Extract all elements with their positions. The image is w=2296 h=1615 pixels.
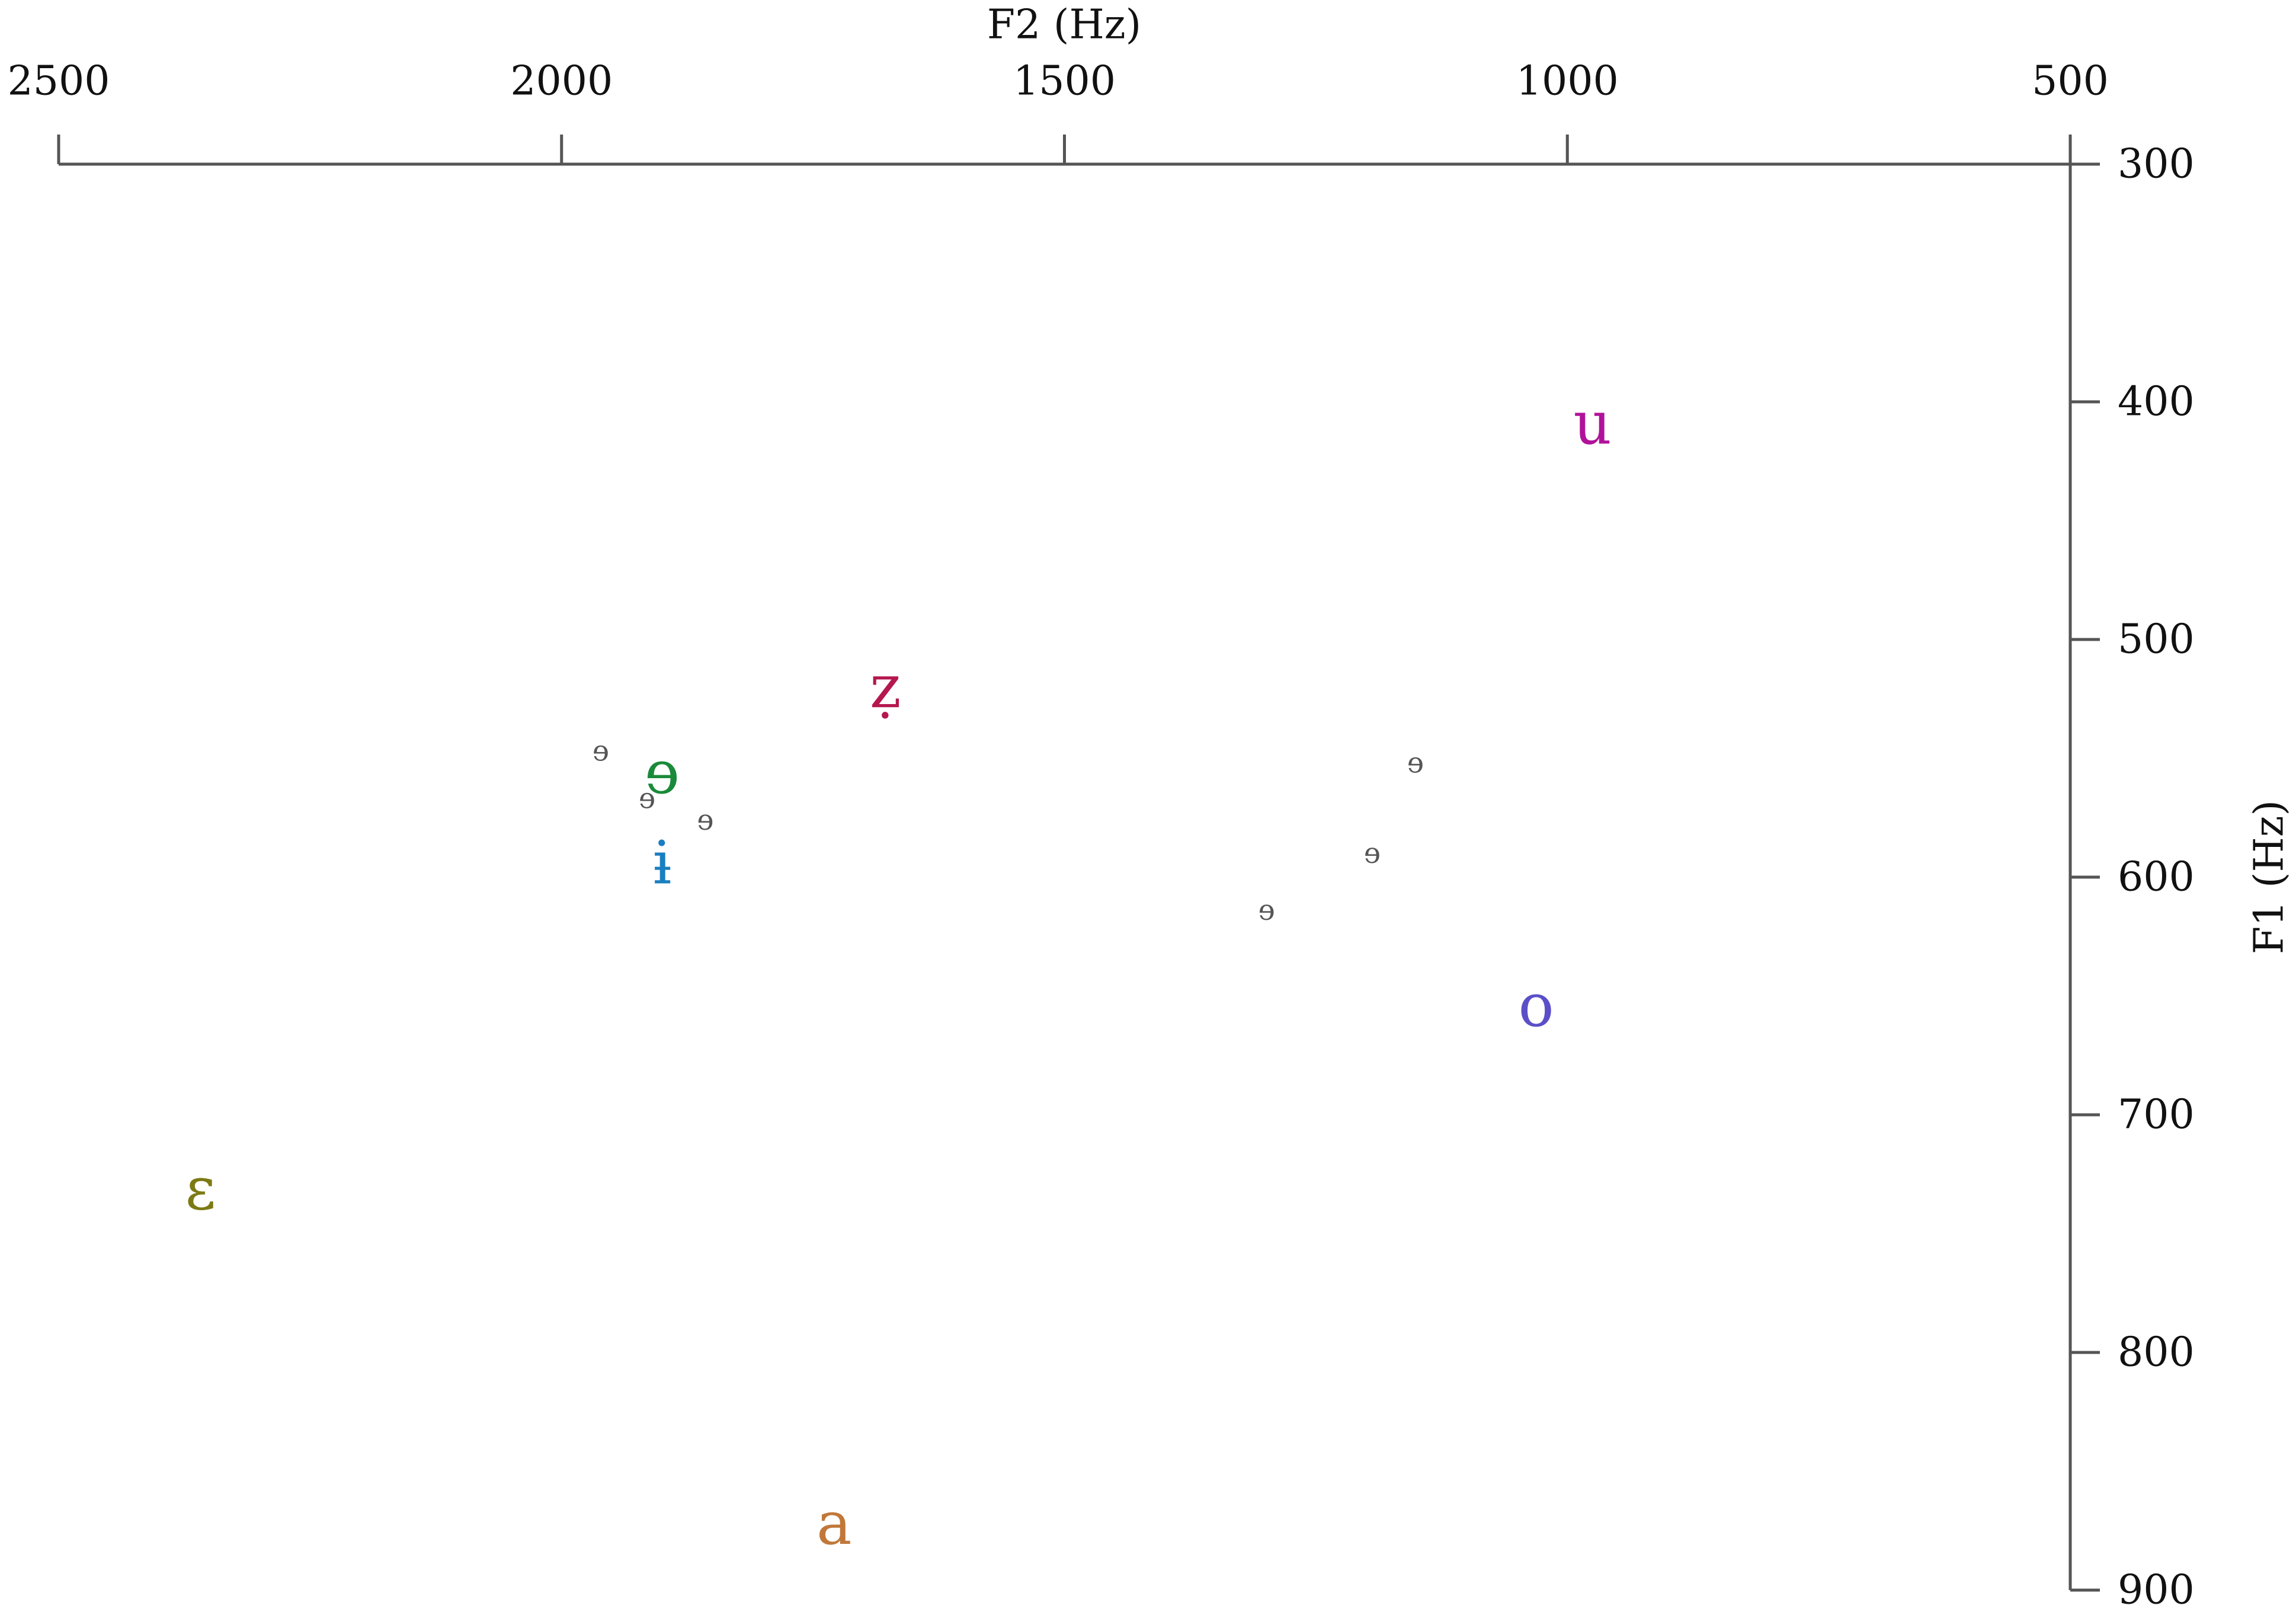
x-tick-label: 2000 — [510, 58, 613, 105]
x-axis-label: F2 (Hz) — [987, 2, 1141, 49]
vowel-marker: ɘ — [1407, 747, 1424, 780]
x-tick-label: 2500 — [7, 58, 110, 105]
vowel-marker: ɘ — [639, 782, 655, 816]
vowel-marker: ɛ — [185, 1154, 216, 1223]
vowel-marker: u — [1573, 389, 1611, 458]
y-axis-label: F1 (Hz) — [2246, 800, 2293, 954]
vowel-marker: o — [1519, 971, 1554, 1040]
y-tick-label: 300 — [2118, 141, 2195, 188]
vowel-marker: ɨ — [653, 828, 672, 897]
vowel-marker: ɘ — [697, 804, 713, 837]
x-tick-label: 500 — [2032, 58, 2109, 105]
y-tick-label: 600 — [2118, 854, 2195, 901]
y-tick-label: 800 — [2118, 1329, 2195, 1376]
vowel-marker: ɘ — [593, 734, 609, 767]
y-tick-label: 900 — [2118, 1567, 2195, 1614]
vowel-marker: ɘ — [1258, 894, 1275, 927]
y-tick-label: 400 — [2118, 379, 2195, 426]
y-tick-label: 700 — [2118, 1092, 2195, 1139]
vowel-marker: ẓ — [870, 653, 901, 722]
y-tick-label: 500 — [2118, 616, 2195, 663]
x-tick-label: 1500 — [1013, 58, 1116, 105]
x-tick-label: 1000 — [1516, 58, 1619, 105]
vowel-marker: a — [816, 1489, 852, 1558]
vowel-marker: ɘ — [1364, 837, 1381, 870]
vowel-marker: ɘ — [645, 738, 680, 807]
